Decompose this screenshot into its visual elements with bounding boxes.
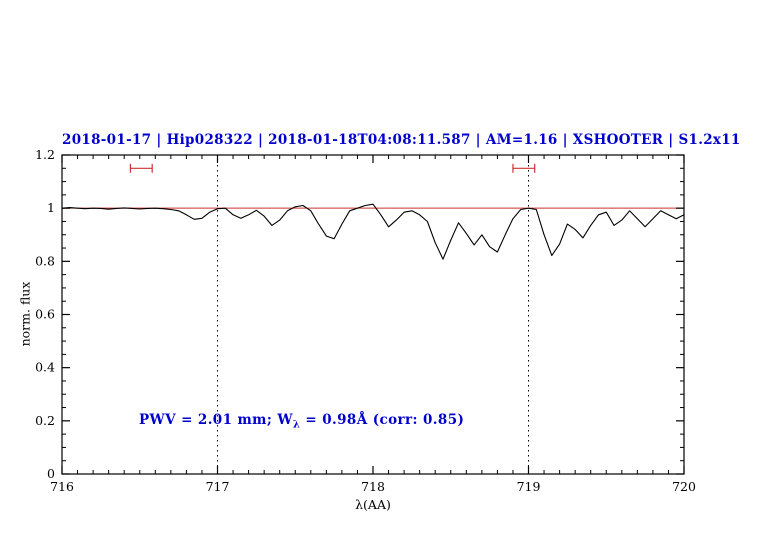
annotation-pwv: PWV = 2.01 mm; Wλ = 0.98Å (corr: 0.85) <box>139 412 464 431</box>
x-tick-label: 717 <box>206 479 230 494</box>
x-axis-label: λ(AA) <box>355 497 391 512</box>
plot-title: 2018-01-17 | Hip028322 | 2018-01-18T04:0… <box>62 132 741 148</box>
y-tick-label: 1 <box>47 200 55 215</box>
x-tick-label: 719 <box>517 479 541 494</box>
annotation-lambda-subscript: λ <box>292 419 301 431</box>
y-tick-label: 1.2 <box>35 147 55 162</box>
x-tick-label: 720 <box>672 479 696 494</box>
y-tick-label: 0.4 <box>35 360 55 375</box>
x-tick-label: 716 <box>50 479 74 494</box>
y-tick-label: 0.8 <box>35 253 55 268</box>
y-tick-label: 0.2 <box>35 413 55 428</box>
y-tick-label: 0 <box>47 466 55 481</box>
annotation-text-pre: PWV = 2.01 mm; W <box>139 412 293 428</box>
x-tick-label: 718 <box>361 479 385 494</box>
annotation-text-post: = 0.98Å (corr: 0.85) <box>300 412 465 428</box>
spectrum-line <box>61 203 685 260</box>
y-tick-label: 0.6 <box>35 307 55 322</box>
